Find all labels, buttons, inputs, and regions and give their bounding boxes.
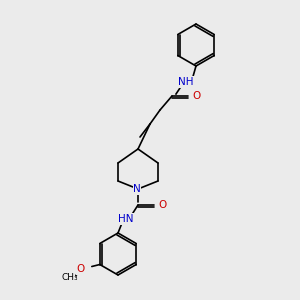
Text: O: O <box>77 265 85 275</box>
Text: O: O <box>192 91 200 101</box>
Text: O: O <box>158 200 166 210</box>
Text: HN: HN <box>118 214 134 224</box>
Text: NH: NH <box>178 77 194 87</box>
Text: CH₃: CH₃ <box>61 273 78 282</box>
Text: N: N <box>133 184 141 194</box>
